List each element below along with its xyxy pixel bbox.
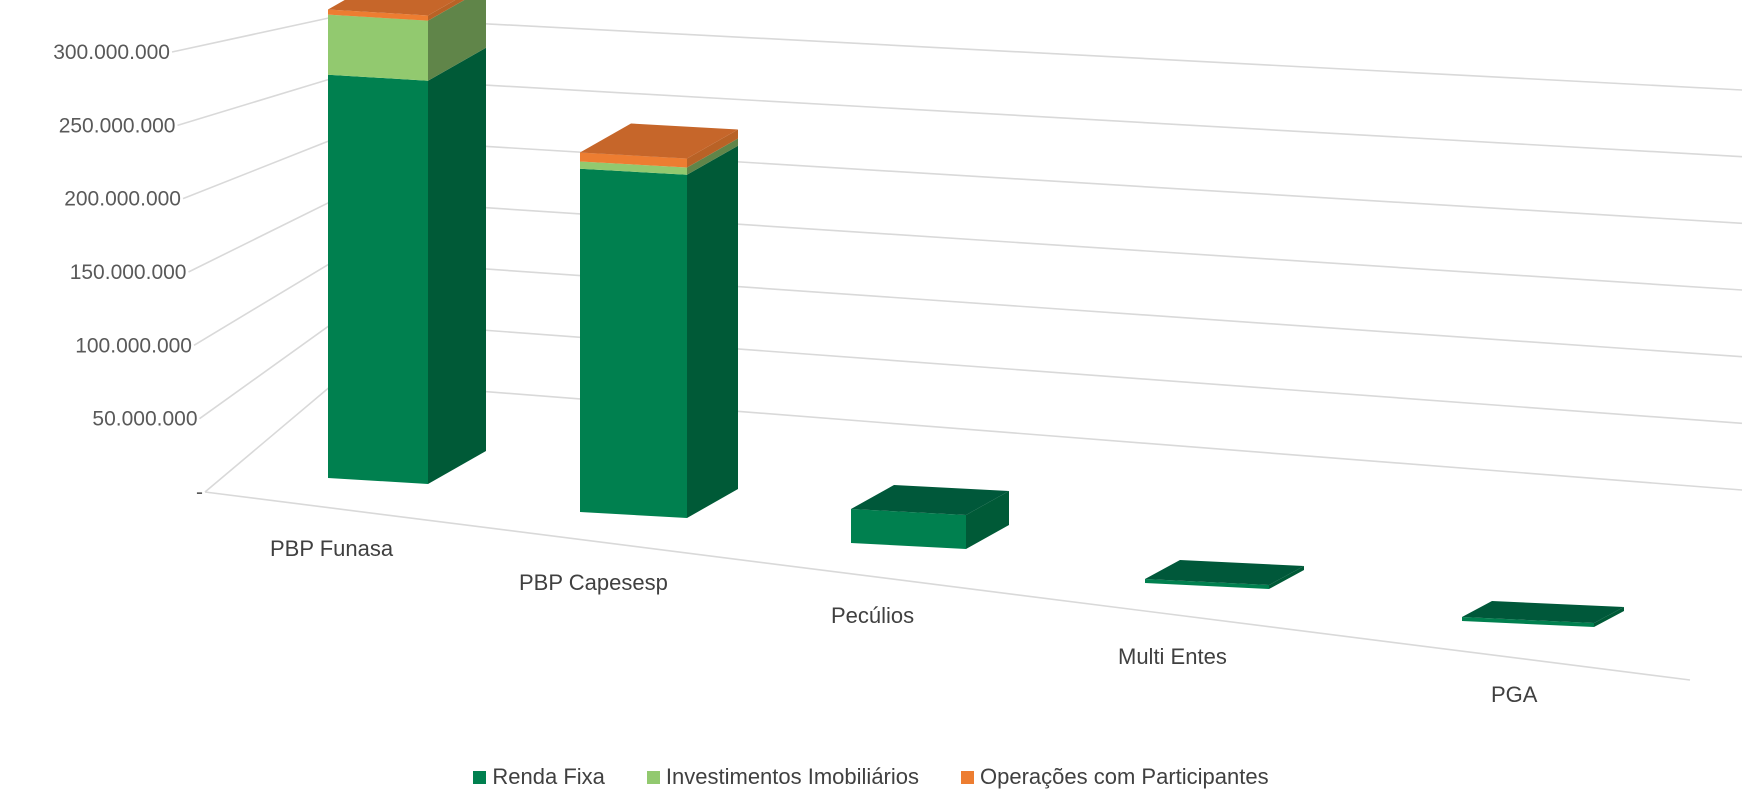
legend-label: Investimentos Imobiliários — [665, 764, 920, 789]
bar-front — [1145, 579, 1269, 589]
y-tick-label: 100.000.000 — [75, 334, 192, 357]
y-axis-ticks: - 50.000.000 100.000.000 150.000.000 200.000… — [53, 41, 203, 504]
bar-front — [328, 9, 428, 21]
y-tick-label: 300.000.000 — [53, 41, 170, 64]
bar-side — [428, 47, 486, 484]
bar-front — [851, 509, 966, 549]
y-tick-label: 200.000.000 — [64, 188, 181, 211]
bar-top — [1145, 560, 1304, 585]
legend-label: Renda Fixa — [492, 764, 605, 789]
x-category-label: PBP Capesesp — [519, 570, 668, 595]
legend-swatch — [961, 770, 975, 784]
legend: Renda Fixa Investimentos Imobiliários Op… — [0, 762, 1742, 792]
bar-top — [851, 485, 1009, 515]
bar-group — [328, 0, 486, 485]
x-category-label: PBP Funasa — [270, 536, 394, 561]
bar-side — [966, 491, 1009, 549]
legend-label: Operações com Participantes — [980, 764, 1269, 789]
bar-side — [687, 145, 738, 518]
bar-group — [851, 485, 1009, 549]
bar-side — [428, 0, 465, 21]
bar-front — [580, 152, 687, 168]
x-category-label: Multi Entes — [1118, 644, 1227, 669]
bar-group — [580, 123, 738, 518]
x-category-label: PGA — [1491, 682, 1538, 707]
bar-top — [328, 0, 456, 16]
legend-swatch — [646, 770, 660, 784]
bar-top — [1462, 601, 1624, 623]
y-tick-label: 250.000.000 — [59, 114, 176, 137]
floor-front-edge — [204, 491, 1691, 681]
bar-group — [1462, 601, 1624, 627]
bar-front — [580, 168, 687, 518]
legend-item-investimentos-imobiliarios[interactable]: Investimentos Imobiliários — [646, 764, 920, 790]
y-tick-label: - — [196, 481, 203, 504]
bar-side — [687, 129, 738, 168]
bar-front — [1462, 617, 1594, 627]
legend-item-renda-fixa[interactable]: Renda Fixa — [473, 764, 605, 790]
y-tick-label: 50.000.000 — [92, 408, 197, 431]
bar-side — [687, 138, 738, 175]
chart-plot: - 50.000.000 100.000.000 150.000.000 200.000… — [53, 0, 1742, 707]
bar-front — [580, 161, 687, 175]
x-category-label: Pecúlios — [831, 603, 914, 628]
x-axis-categories: PBP Funasa PBP Capesesp Pecúlios Multi Ente… — [270, 536, 1538, 707]
bar-top — [580, 123, 738, 159]
legend-swatch — [473, 770, 487, 784]
bar-side — [1594, 607, 1624, 627]
bar-front — [328, 74, 428, 485]
bar-front — [328, 14, 428, 81]
bar-side — [428, 0, 486, 81]
bar-side — [1269, 566, 1304, 589]
legend-item-operacoes-com-participantes[interactable]: Operações com Participantes — [961, 764, 1269, 790]
bars — [328, 0, 1624, 627]
bar-group — [1145, 560, 1304, 589]
y-tick-label: 150.000.000 — [70, 261, 187, 284]
